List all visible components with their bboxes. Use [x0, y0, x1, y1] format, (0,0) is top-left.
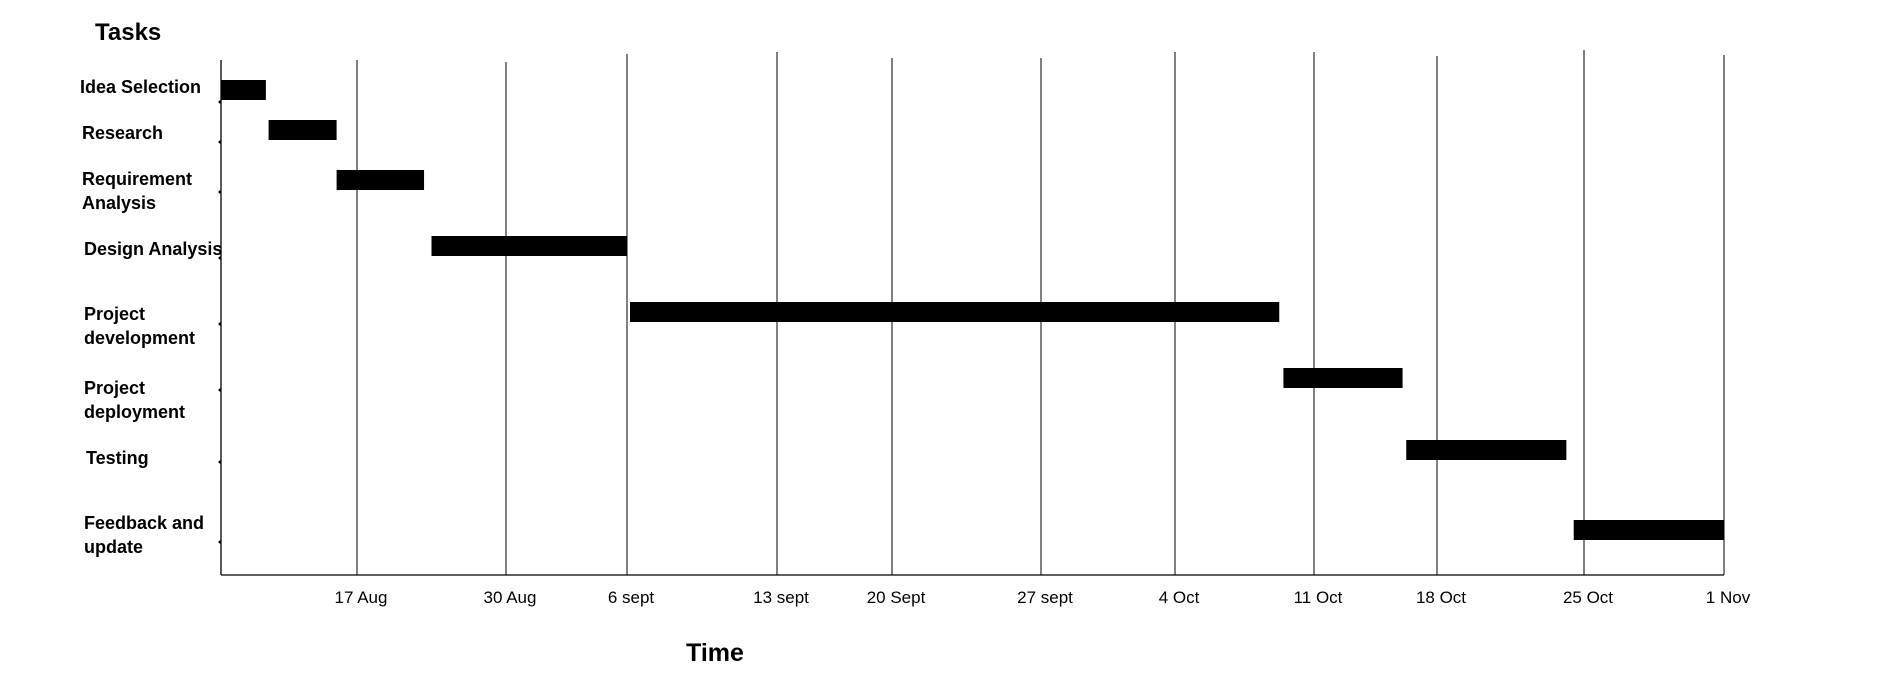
task-label-line: Analysis [82, 193, 156, 213]
x-tick-label: 4 Oct [1159, 588, 1200, 607]
x-tick-label: 6 sept [608, 588, 655, 607]
y-axis-tick [218, 460, 222, 464]
task-label-line: Design Analysis [84, 239, 222, 259]
task-label: Feedback and update [84, 513, 204, 557]
y-axis-tick [218, 140, 222, 144]
y-axis-tick [218, 190, 222, 194]
task-label: Requirement Analysis [82, 169, 192, 213]
task-bar [268, 120, 337, 140]
task-bar [1573, 520, 1724, 540]
task-bar [221, 80, 266, 100]
task-label: Testing [86, 448, 149, 468]
task-label-line: Idea Selection [80, 77, 201, 97]
task-bar [630, 302, 1280, 322]
x-tick-label: 20 Sept [867, 588, 926, 607]
y-axis-tick [218, 540, 222, 544]
task-label: Idea Selection [80, 77, 201, 97]
task-label-line: Testing [86, 448, 149, 468]
x-tick-labels: 17 Aug 30 Aug 6 sept 13 sept 20 Sept 27 sept 4… [335, 588, 1751, 607]
x-tick-label: 1 Nov [1706, 588, 1751, 607]
x-tick-label: 13 sept [753, 588, 809, 607]
y-axis-tick [218, 256, 222, 260]
y-axis-tick [218, 100, 222, 104]
x-axis-title: Time [686, 639, 744, 667]
x-tick-label: 27 sept [1017, 588, 1073, 607]
x-tick-label: 18 Oct [1416, 588, 1466, 607]
x-tick-label: 11 Oct [1294, 588, 1343, 607]
task-label-line: update [84, 537, 143, 557]
task-label-line: deployment [84, 402, 185, 422]
task-label-line: development [84, 328, 195, 348]
task-label: Design Analysis [84, 239, 222, 259]
task-label: Research [82, 123, 163, 143]
task-label-line: Project [84, 378, 145, 398]
x-tick-label: 17 Aug [335, 588, 388, 607]
task-bar [1406, 440, 1567, 460]
task-label-line: Research [82, 123, 163, 143]
x-tick-label: 30 Aug [484, 588, 537, 607]
task-label: Project development [84, 304, 195, 348]
x-tick-label: 25 Oct [1563, 588, 1613, 607]
y-axis-tick [218, 388, 222, 392]
y-axis-tick [218, 322, 222, 326]
task-bar [336, 170, 425, 190]
task-label-line: Requirement [82, 169, 192, 189]
task-label-line: Feedback and [84, 513, 204, 533]
task-bars [218, 80, 1724, 544]
y-axis-title: Tasks [95, 19, 161, 46]
task-bar [431, 236, 627, 256]
task-bar [1283, 368, 1403, 388]
task-label: Project deployment [84, 378, 185, 422]
task-labels: Idea Selection Research Requirement Analysi… [80, 77, 222, 557]
task-label-line: Project [84, 304, 145, 324]
